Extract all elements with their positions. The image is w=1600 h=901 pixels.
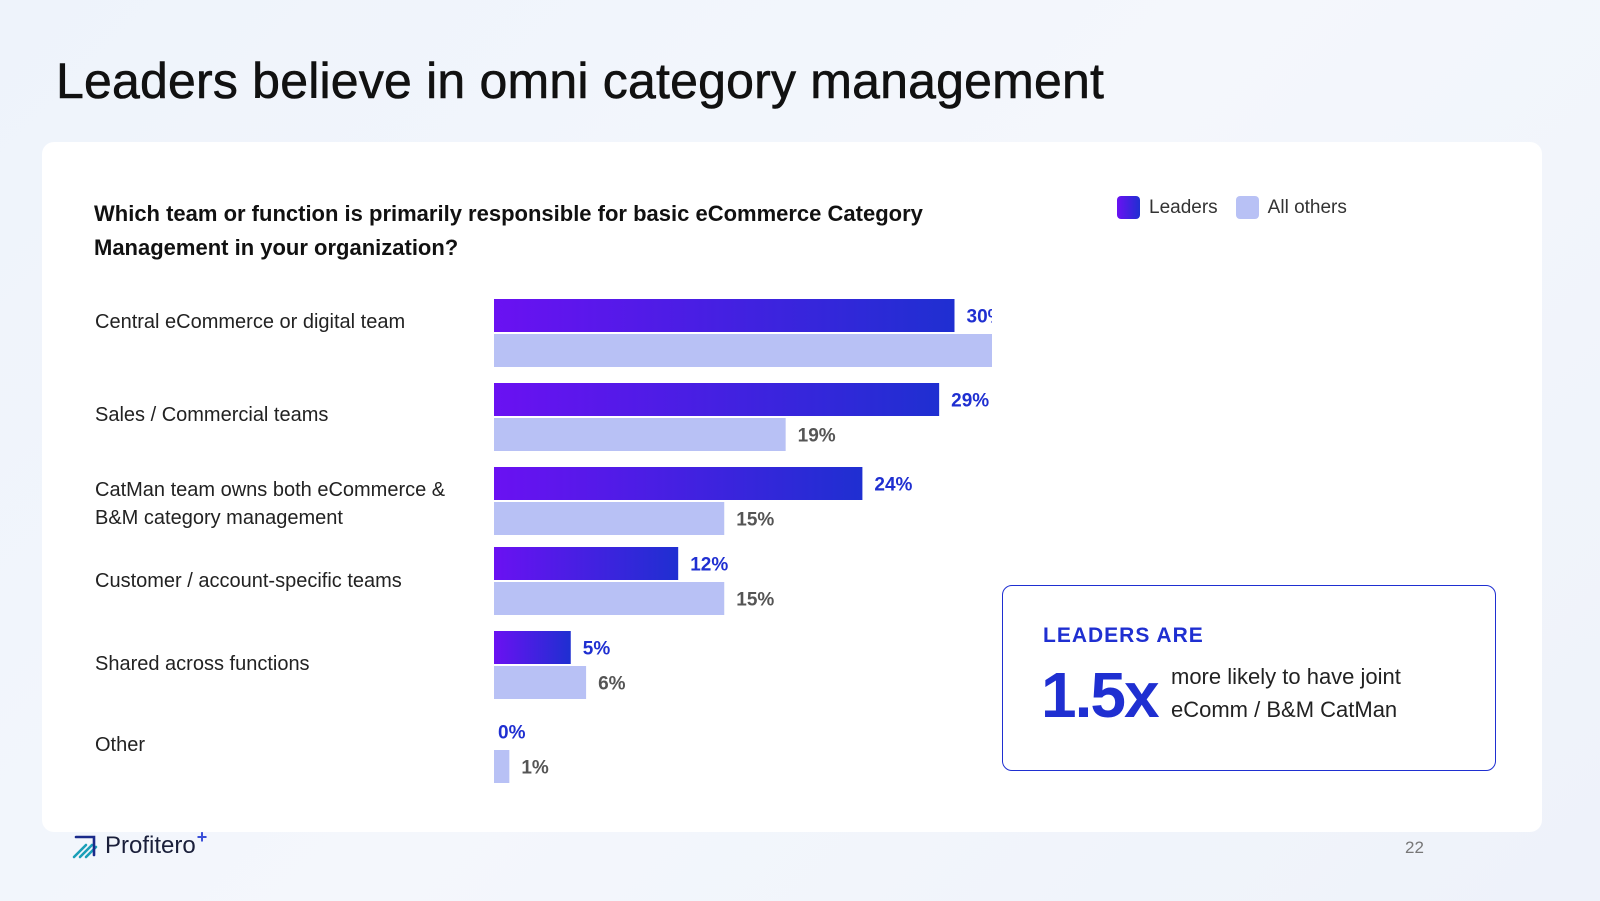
logo-plus: + xyxy=(196,826,208,847)
bar-leaders xyxy=(494,467,863,500)
bar-all-others xyxy=(494,334,992,367)
data-label-all-others: 15% xyxy=(736,590,774,611)
logo-text: Profitero xyxy=(105,832,196,859)
data-label-leaders: 0% xyxy=(498,723,526,744)
data-label-leaders: 5% xyxy=(583,639,611,660)
category-label: CatMan team owns both eCommerce & B&M ca… xyxy=(95,479,446,529)
bar-all-others xyxy=(494,502,725,535)
data-label-leaders: 29% xyxy=(951,391,989,412)
legend-label-all-others: All others xyxy=(1267,196,1347,218)
page-number: 22 xyxy=(1405,838,1424,857)
bar-all-others xyxy=(494,750,510,783)
category-label: Central eCommerce or digital team xyxy=(95,311,406,333)
data-label-all-others: 15% xyxy=(736,510,774,531)
data-label-leaders: 24% xyxy=(874,475,912,496)
bar-leaders xyxy=(494,299,955,332)
bar-leaders xyxy=(494,547,679,580)
profitero-logo-icon xyxy=(72,835,98,859)
callout-text: more likely to have joint eComm / B&M Ca… xyxy=(1171,664,1401,722)
legend-label-leaders: Leaders xyxy=(1149,196,1218,218)
callout-box: LEADERS ARE 1.5x more likely to have joi… xyxy=(1002,585,1496,771)
callout-big-number: 1.5x xyxy=(1041,659,1160,731)
data-label-all-others: 1% xyxy=(521,758,549,779)
category-label: Shared across functions xyxy=(95,653,310,675)
chart-question: Which team or function is primarily resp… xyxy=(94,201,923,260)
legend-swatch-all-others xyxy=(1235,196,1259,219)
page-title: Leaders believe in omni category managem… xyxy=(56,53,1105,110)
data-label-all-others: 19% xyxy=(798,426,836,447)
bar-leaders xyxy=(494,383,940,416)
category-label: Sales / Commercial teams xyxy=(95,404,329,426)
chart-legend: Leaders All others xyxy=(1117,196,1365,219)
bar-all-others xyxy=(494,418,786,451)
data-label-leaders: 12% xyxy=(690,555,728,576)
bar-leaders xyxy=(494,631,571,664)
legend-swatch-leaders xyxy=(1117,196,1140,219)
chart-card: Which team or function is primarily resp… xyxy=(42,142,1542,832)
profitero-logo: Profitero + xyxy=(72,827,207,860)
bar-all-others xyxy=(494,582,725,615)
legend-item-all-others: All others xyxy=(1235,196,1347,219)
bar-chart: 30%29%24%12%5%0%44%19%15%15%6%1% xyxy=(494,299,993,783)
data-label-all-others: 6% xyxy=(598,674,626,695)
data-label-leaders: 30% xyxy=(967,307,993,328)
category-label: Customer / account-specific teams xyxy=(95,570,402,592)
legend-item-leaders: Leaders xyxy=(1117,196,1218,219)
category-label: Other xyxy=(95,734,146,756)
bar-all-others xyxy=(494,666,587,699)
callout-heading: LEADERS ARE xyxy=(1043,624,1204,647)
